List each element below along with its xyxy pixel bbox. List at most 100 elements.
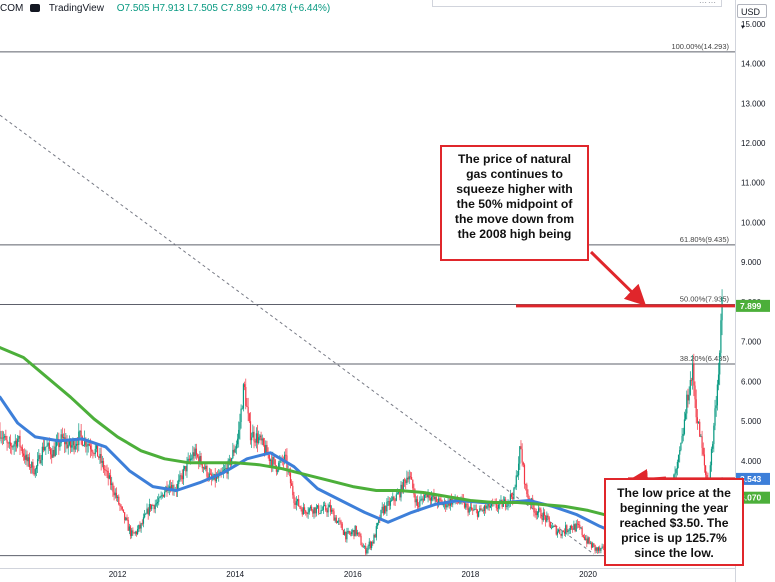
candle-body bbox=[572, 528, 574, 530]
candle-body bbox=[358, 532, 360, 534]
candle-body bbox=[438, 498, 440, 505]
price-badge-label: 3.070 bbox=[740, 493, 762, 503]
candle-body bbox=[577, 524, 580, 525]
candle-body bbox=[378, 518, 380, 523]
candle-body bbox=[694, 385, 696, 400]
time-axis[interactable]: 2012 2014 2016 2018 2020 bbox=[0, 568, 735, 582]
candle-body bbox=[483, 505, 486, 511]
candle-body bbox=[227, 460, 229, 474]
candle-body bbox=[148, 504, 150, 515]
candle-body bbox=[548, 517, 550, 523]
candle-body bbox=[440, 499, 442, 502]
candle-body bbox=[212, 479, 214, 480]
candle-body bbox=[139, 524, 141, 529]
candle-body bbox=[156, 501, 159, 504]
candle-body bbox=[241, 408, 243, 410]
candle-body bbox=[51, 454, 53, 458]
candle-body bbox=[289, 472, 292, 484]
candle-body bbox=[346, 531, 348, 540]
candle-body bbox=[314, 507, 316, 514]
candle-body bbox=[59, 443, 61, 448]
candle-body bbox=[132, 530, 134, 533]
candle-body bbox=[179, 475, 181, 480]
candle-body bbox=[323, 505, 326, 506]
candle-body bbox=[5, 435, 7, 440]
candle-body bbox=[178, 479, 180, 485]
candle-body bbox=[60, 434, 62, 444]
candle-body bbox=[207, 476, 209, 478]
candle-body bbox=[554, 525, 556, 527]
candle-body bbox=[138, 524, 140, 529]
candle-body bbox=[383, 505, 386, 514]
candle-body bbox=[224, 468, 226, 471]
candle-body bbox=[128, 526, 130, 531]
candle-body bbox=[550, 527, 553, 529]
candle-body bbox=[513, 488, 515, 500]
candle-body bbox=[579, 524, 581, 528]
symbol-fragment[interactable]: COM bbox=[0, 3, 24, 14]
candle-body bbox=[25, 454, 27, 460]
candle-body bbox=[376, 522, 379, 527]
candle-body bbox=[133, 532, 135, 534]
candle-body bbox=[41, 446, 43, 461]
candle-body bbox=[470, 507, 473, 510]
candle-body bbox=[681, 435, 683, 443]
candle-body bbox=[693, 363, 695, 386]
candle-body bbox=[689, 380, 691, 395]
callout-text: The price of natural gas continues to sq… bbox=[454, 152, 575, 241]
candle-body bbox=[196, 454, 199, 457]
candle-body bbox=[136, 528, 139, 535]
top-toolbar-panel[interactable]: ⋯⋯ bbox=[432, 0, 722, 7]
candle-body bbox=[305, 510, 307, 514]
candle-body bbox=[367, 545, 369, 550]
candle-body bbox=[279, 460, 281, 463]
candle-body bbox=[406, 477, 408, 484]
tradingview-logo-icon bbox=[30, 4, 41, 12]
candle-body bbox=[98, 456, 100, 458]
candle-body bbox=[129, 526, 132, 536]
candle-body bbox=[419, 500, 421, 507]
candle-body bbox=[147, 508, 149, 515]
candle-body bbox=[326, 510, 328, 513]
candle-body bbox=[490, 502, 493, 507]
candle-body bbox=[482, 509, 484, 511]
candle-body bbox=[416, 499, 419, 507]
candle-body bbox=[46, 445, 48, 447]
candle-body bbox=[481, 509, 483, 511]
candle-body bbox=[65, 440, 67, 445]
candle-body bbox=[12, 446, 14, 448]
candle-body bbox=[719, 352, 721, 375]
candle-body bbox=[366, 549, 368, 554]
candle-body bbox=[362, 546, 364, 548]
candle-body bbox=[692, 363, 694, 381]
candle-body bbox=[80, 430, 82, 437]
candle-body bbox=[332, 509, 334, 512]
candle-body bbox=[519, 446, 521, 464]
candle-body bbox=[278, 462, 280, 471]
candle-body bbox=[409, 476, 412, 478]
candle-body bbox=[72, 440, 74, 446]
candle-body bbox=[134, 531, 136, 534]
candle-body bbox=[568, 529, 570, 531]
candle-body bbox=[260, 435, 262, 441]
candle-body bbox=[86, 445, 88, 447]
candle-body bbox=[240, 408, 242, 423]
candle-body bbox=[194, 448, 196, 457]
candle-body bbox=[445, 501, 447, 508]
price-tick-label: 5.000 bbox=[741, 417, 762, 426]
candle-body bbox=[200, 455, 202, 465]
candle-body bbox=[24, 455, 26, 460]
candle-body bbox=[335, 517, 337, 523]
candle-body bbox=[360, 535, 362, 546]
currency-selector[interactable]: USD ▾ bbox=[737, 4, 767, 31]
candle-body bbox=[458, 502, 460, 503]
candle-body bbox=[159, 497, 161, 498]
candle-body bbox=[338, 520, 340, 522]
callout-text: The low price at the beginning the year … bbox=[617, 486, 731, 560]
candle-body bbox=[186, 461, 188, 472]
price-tick-label: 7.000 bbox=[741, 338, 762, 347]
more-dots-icon[interactable]: ⋯⋯ bbox=[699, 0, 717, 7]
candle-body bbox=[386, 501, 388, 512]
candle-body bbox=[205, 465, 207, 470]
